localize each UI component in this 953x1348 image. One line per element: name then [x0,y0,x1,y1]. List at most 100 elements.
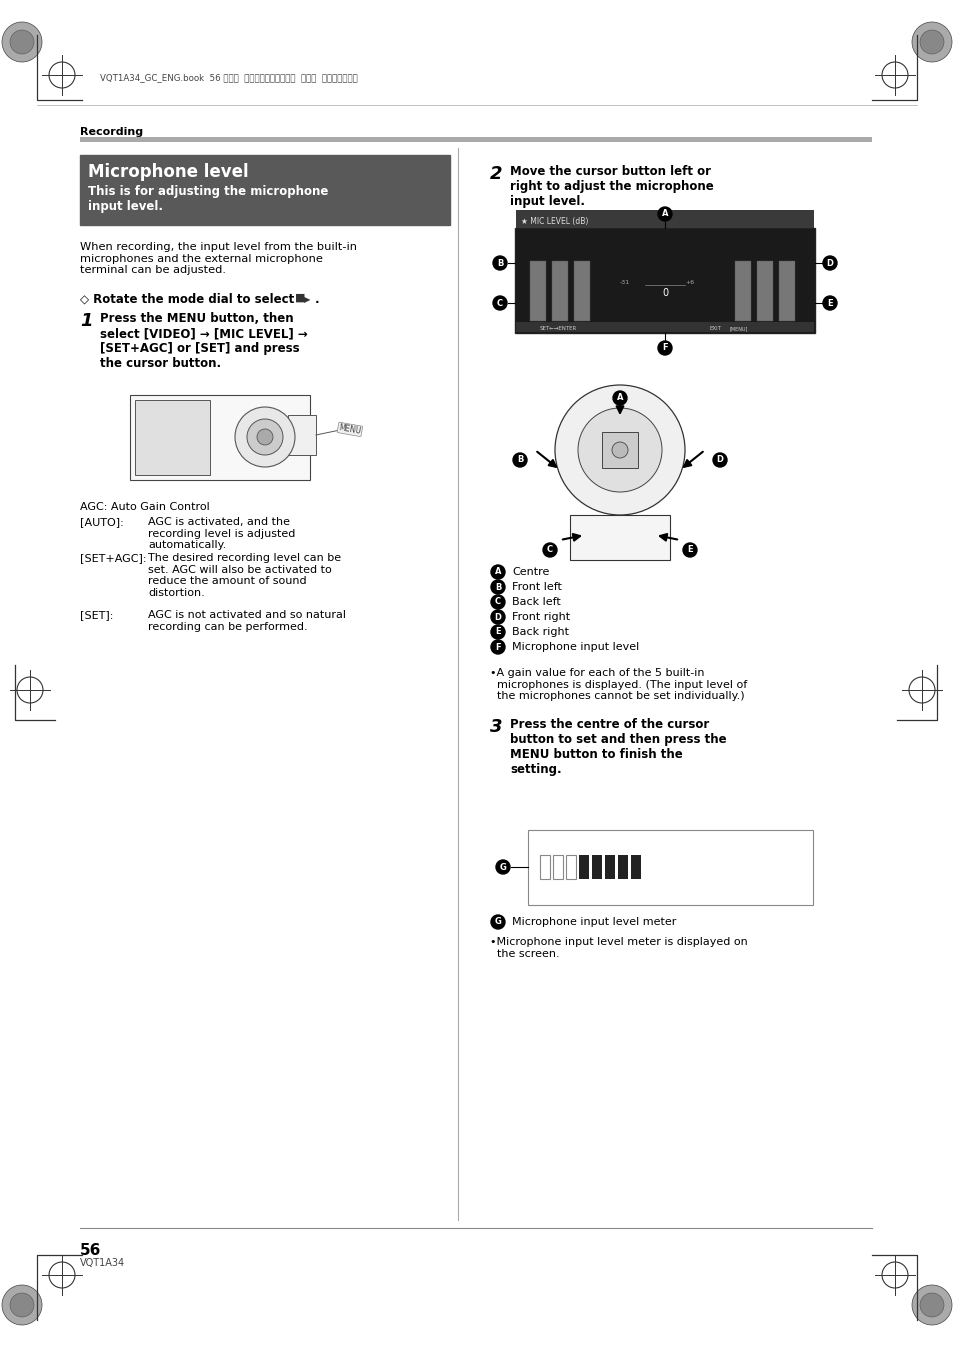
Text: A: A [616,394,622,403]
Circle shape [578,408,661,492]
Circle shape [493,297,506,310]
Text: VQT1A34_GC_ENG.book  56 ページ  ２００７年１月２７日  土曜日  午後１時４６分: VQT1A34_GC_ENG.book 56 ページ ２００７年１月２７日 土曜… [100,73,357,82]
Bar [552,262,567,321]
Text: A: A [661,209,667,218]
Text: EXIT: EXIT [709,326,721,332]
Text: G: G [499,863,506,872]
Circle shape [919,1293,943,1317]
Text: ★ MIC LEVEL (dB): ★ MIC LEVEL (dB) [520,217,588,226]
Text: ■: ■ [294,293,305,303]
Text: C: C [497,298,502,307]
Text: Back right: Back right [512,627,568,638]
Circle shape [658,341,671,355]
Text: 1: 1 [80,311,92,330]
Text: -31: -31 [619,280,629,286]
Circle shape [542,543,557,557]
Text: Front right: Front right [512,612,570,621]
Circle shape [822,297,836,310]
Text: 3: 3 [490,718,502,736]
Text: This is for adjusting the microphone
input level.: This is for adjusting the microphone inp… [88,185,328,213]
Circle shape [919,30,943,54]
Bar [578,855,588,879]
Text: AGC: Auto Gain Control: AGC: Auto Gain Control [80,501,210,512]
Text: [MENU]: [MENU] [729,326,747,332]
Text: ◇ Rotate the mode dial to select: ◇ Rotate the mode dial to select [80,293,294,306]
Text: Front left: Front left [512,582,561,592]
Circle shape [682,543,697,557]
Text: [SET+AGC]:: [SET+AGC]: [80,553,147,563]
Circle shape [612,442,627,458]
Circle shape [234,407,294,466]
Text: 2: 2 [490,164,502,183]
Text: AGC is activated, and the
recording level is adjusted
automatically.: AGC is activated, and the recording leve… [148,518,295,550]
Circle shape [491,915,504,929]
Text: Microphone level: Microphone level [88,163,249,181]
Text: ▶: ▶ [304,295,310,305]
Bar [604,855,615,879]
Bar [516,322,813,332]
Text: E: E [495,628,500,636]
Text: VQT1A34: VQT1A34 [80,1258,125,1268]
Bar [530,262,545,321]
Text: B: B [517,456,522,465]
Bar [553,855,562,879]
Bar [80,155,450,225]
Text: 56: 56 [80,1243,101,1258]
Text: F: F [661,344,667,352]
Circle shape [256,429,273,445]
Text: •A gain value for each of the 5 built-in
  microphones is displayed. (The input : •A gain value for each of the 5 built-in… [490,669,746,701]
Text: G: G [494,918,501,926]
Text: Press the centre of the cursor
button to set and then press the
MENU button to f: Press the centre of the cursor button to… [510,718,726,776]
Text: The desired recording level can be
set. AGC will also be activated to
reduce the: The desired recording level can be set. … [148,553,341,597]
Text: •Microphone input level meter is displayed on
  the screen.: •Microphone input level meter is display… [490,937,747,958]
Text: [SET]:: [SET]: [80,611,113,620]
Text: Microphone input level meter: Microphone input level meter [512,917,676,927]
Bar [734,262,750,321]
Circle shape [658,208,671,221]
Circle shape [822,256,836,270]
Circle shape [491,611,504,624]
Bar [592,855,601,879]
Bar [618,855,627,879]
Text: Press the MENU button, then
select [VIDEO] → [MIC LEVEL] →
[SET+AGC] or [SET] an: Press the MENU button, then select [VIDE… [100,311,308,369]
Text: D: D [825,259,833,267]
Circle shape [491,640,504,654]
Text: A: A [495,568,500,577]
Text: D: D [716,456,722,465]
Circle shape [491,594,504,609]
Circle shape [491,565,504,580]
Text: +6: +6 [684,280,694,286]
Text: AGC is not activated and so natural
recording can be performed.: AGC is not activated and so natural reco… [148,611,346,632]
Bar [527,830,812,905]
Text: E: E [826,298,832,307]
Circle shape [712,453,726,466]
Circle shape [10,30,34,54]
Text: E: E [686,546,692,554]
Text: [AUTO]:: [AUTO]: [80,518,124,527]
Bar [288,415,315,456]
Bar [80,137,871,142]
Text: When recording, the input level from the built-in
microphones and the external m: When recording, the input level from the… [80,243,356,275]
Bar [516,210,813,228]
Text: Back left: Back left [512,597,560,607]
Circle shape [911,22,951,62]
Text: Centre: Centre [512,568,549,577]
Bar [601,431,638,468]
Bar [757,262,772,321]
Bar [630,855,640,879]
Bar [569,515,669,559]
Text: SET←→ENTER: SET←→ENTER [539,326,577,332]
Text: 0: 0 [661,288,667,298]
Circle shape [496,860,510,874]
Circle shape [491,625,504,639]
Text: .: . [314,293,319,306]
Text: C: C [546,546,553,554]
Circle shape [247,419,283,456]
Circle shape [2,22,42,62]
Bar [565,855,576,879]
Bar [539,855,550,879]
Bar [135,400,210,474]
Bar [779,262,794,321]
Bar [515,228,814,333]
Text: Move the cursor button left or
right to adjust the microphone
input level.: Move the cursor button left or right to … [510,164,713,208]
